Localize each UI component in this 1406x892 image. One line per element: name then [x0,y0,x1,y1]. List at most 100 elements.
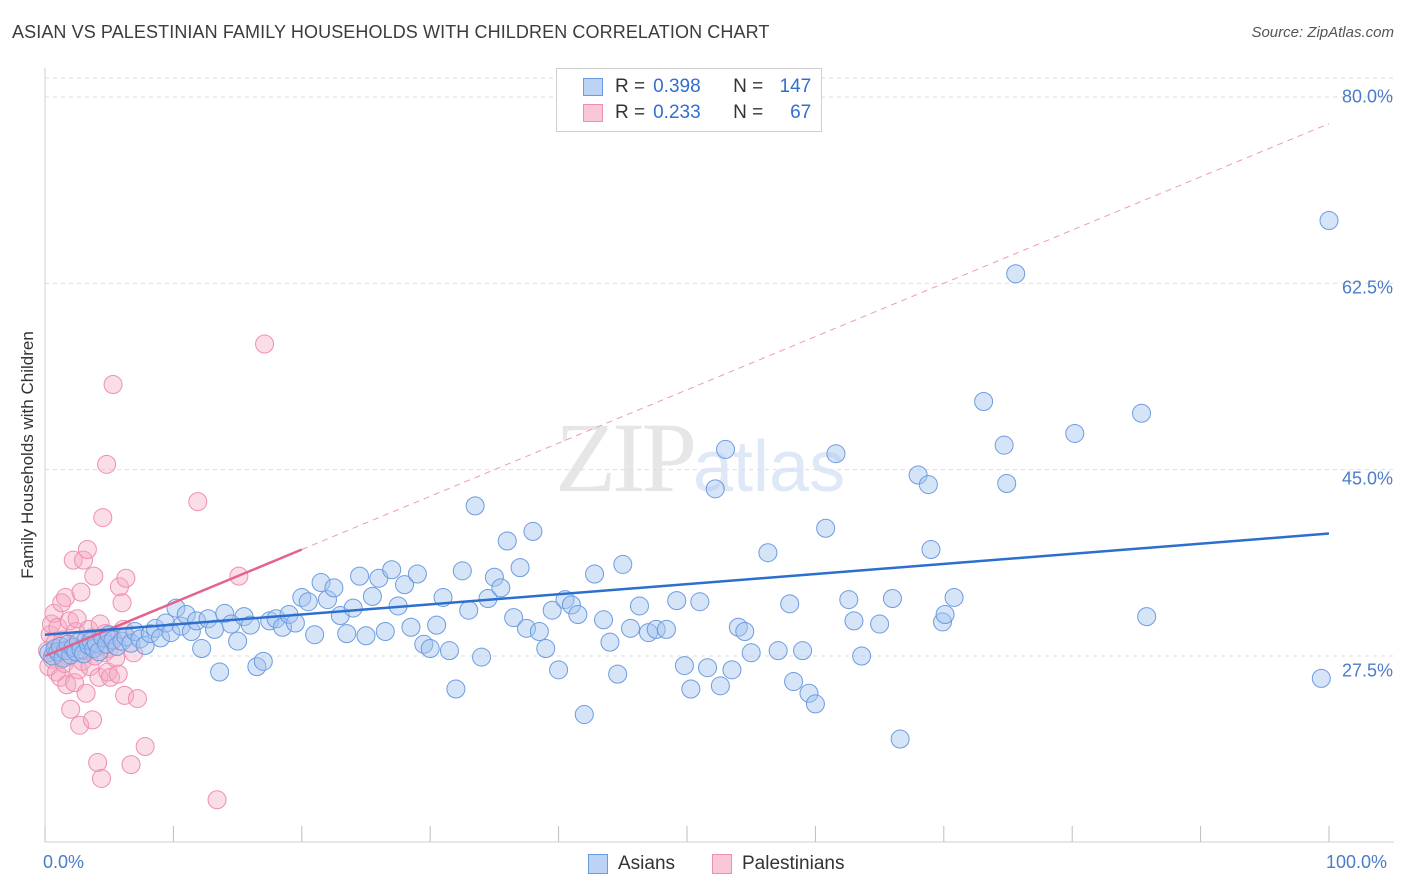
x-tick-label: 0.0% [43,852,85,872]
asians-point [780,594,800,614]
asians-point [908,465,928,485]
asians-point [944,587,964,607]
asians-point [121,633,141,653]
asians-legend-label: Asians [618,853,676,874]
asians-point [716,439,736,459]
asians-point [171,616,191,636]
asians-point [585,564,605,584]
palestinians-point [63,550,83,570]
asians-point [439,641,459,661]
asians-point [705,479,725,499]
asians-point [594,610,614,630]
asians-point [375,622,395,642]
axes [44,68,1394,843]
watermark-atlas: atlas [693,427,846,507]
asians-point [510,558,530,578]
asians-point [974,392,994,412]
asians-point [497,531,517,551]
asians-point [722,660,742,680]
asians-point [228,631,248,651]
asians-point [517,618,536,638]
palestinians-point [127,689,147,709]
palestinians-point [88,752,108,772]
trend-lines [44,123,1330,658]
palestinians-trend-extension [301,123,1330,550]
asians-point [215,603,235,623]
asians-point [933,612,953,632]
palestinians-point [83,710,103,730]
palestinians-point [207,790,227,810]
palestinians-point [135,737,155,757]
y-tick-label: 27.5% [1341,660,1393,681]
asians-point [852,646,872,666]
legend-item-palestinians: Palestinians [712,852,844,876]
palestinians-point [115,685,135,705]
asians-point [362,586,382,606]
asians-point [921,540,941,560]
palestinians-point [77,540,97,560]
asians-point [935,604,955,624]
palestinians-point [97,454,117,474]
asians-point [1311,668,1331,688]
asians-point [337,624,357,644]
asians-point [343,598,363,618]
palestinians-point [116,568,136,588]
asians-point [549,660,569,680]
asians-legend-swatch [588,854,608,874]
asians-point [401,617,421,637]
asians-point [1132,403,1152,423]
asians-point [317,590,337,610]
asians-point [311,573,331,593]
asians-point [638,623,658,643]
asians-point [629,596,649,616]
asians-point [656,619,676,639]
asians-point [446,679,466,699]
asians-point [465,496,485,516]
palestinians-point [93,508,113,528]
palestinians-trend-line [44,548,303,658]
asians-point [882,589,902,609]
asians-point [542,600,562,620]
asians-point [784,672,804,692]
asians-point [356,626,376,646]
legend-row-palestinians: R = 0.233 N = 67 [583,101,811,125]
palestinians-point [121,755,141,775]
asians-point [1137,607,1157,627]
asians-point [192,639,212,659]
palestinians-point [71,582,91,602]
palestinians-point [84,566,104,586]
asians-point [273,617,293,637]
asians-point [793,641,813,661]
palestinians-point [74,550,94,570]
asians-point [918,475,938,495]
asians-point [523,521,543,541]
palestinians-point [103,374,123,394]
asians-point [1319,211,1339,231]
palestinians-point [89,667,109,687]
asians-point [839,590,859,610]
asians-point [600,632,620,652]
asians-point [768,641,788,661]
palestinians-legend-swatch [712,854,732,874]
asians-point [529,622,549,642]
asians-point [427,615,447,635]
palestinians-legend-label: Palestinians [742,853,845,874]
legend-row-asians: R = 0.398 N = 147 [583,75,811,99]
asians-point [805,694,825,714]
asians-point [758,543,778,563]
legend-item-asians: Asians [588,852,675,876]
asians-point [844,611,864,631]
asians-point [484,567,504,587]
palestinians-point [48,617,68,637]
palestinians-point [52,593,72,613]
watermark-zip: ZIP [555,402,697,513]
asians-point [407,564,427,584]
asians-point [298,592,318,612]
asians-point [151,628,171,648]
palestinians-point [108,664,128,684]
asians-point [382,560,402,580]
palestinians-point [57,675,77,695]
asians-point [568,604,588,624]
palestinians-point [56,587,76,607]
